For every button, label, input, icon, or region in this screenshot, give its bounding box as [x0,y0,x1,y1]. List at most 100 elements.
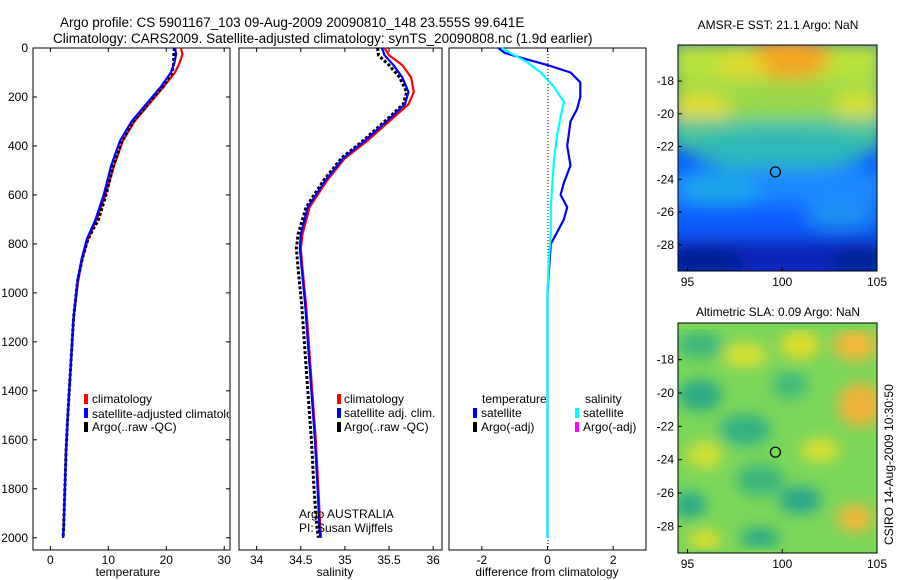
legend-label-temp-argo: Argo(-adj) [481,420,534,434]
y-tick-label: 200 [8,90,28,104]
salinity-axes-box [238,47,443,551]
difference-lines [497,47,582,538]
x-tick-label: 95 [681,557,695,571]
sst-map-field [678,45,877,271]
legend-swatch-sal-argo [575,422,579,432]
legend-swatch-temp-argo [473,422,477,432]
salinity-x-axis: 34 34.5 35 35.5 36 [250,48,440,567]
temperature-lines [61,47,184,538]
y-tick-label: -20 [657,107,675,121]
x-tick-label: 0 [47,553,54,567]
legend-label-sal-argo: Argo(-adj) [583,420,636,434]
sla-map-field [678,329,877,550]
temperature-y-axis: 0 200 400 600 800 1000 1200 1400 1600 1800 2000 [1,41,230,545]
series-line-temperature-satellite [497,47,582,538]
sst-map-title: AMSR-E SST: 21.1 Argo: NaN [698,18,859,32]
legend-label-satellite: satellite-adjusted climatolog [92,407,239,421]
temperature-x-axis: 0 10 20 30 [47,48,231,567]
y-tick-label: -28 [657,519,675,533]
x-tick-label: 10 [102,553,116,567]
series-line-argo-raw-qc [294,47,409,539]
y-tick-label: 1800 [1,482,28,496]
figure-subtitle: Climatology: CARS2009. Satellite-adjuste… [53,31,593,46]
y-tick-label: 1000 [1,286,28,300]
y-tick-label: 1200 [1,335,28,349]
y-tick-label: 1600 [1,433,28,447]
legend-label-satellite-clip: satellite-adjusted climatolog [92,407,239,421]
sla-map-panel: Altimetric SLA: 0.09 Argo: NaN [657,305,888,571]
x-tick-label: 2 [610,553,617,567]
series-line-salinity-satellite [500,47,566,538]
y-tick-label: 400 [8,139,28,153]
temperature-panel: 0 200 400 600 800 1000 1200 1400 1600 1800 2000 0 1… [1,41,239,579]
y-tick-label: 0 [21,41,28,55]
y-tick-label: 1400 [1,384,28,398]
sla-map-y-axis: -18 -20 -22 -24 -26 -28 [657,353,682,533]
salinity-legend: climatology satellite adj. clim. Argo(..… [337,392,435,434]
side-timestamp-label: CSIRO 14-Aug-2009 10:30:50 [882,384,896,545]
y-tick-label: -22 [657,140,675,154]
temperature-legend: climatology satellite-adjusted climatolo… [84,392,239,434]
series-line-argo-raw-qc [61,47,176,538]
x-tick-label: -2 [476,553,487,567]
x-tick-label: 36 [426,553,440,567]
legend-swatch-sal-satellite [575,408,579,418]
x-tick-label: 100 [772,275,792,289]
x-tick-label: 35 [338,553,352,567]
x-tick-label: 34.5 [289,553,313,567]
legend-swatch-satellite [84,408,88,418]
difference-legend: temperature satellite Argo(-adj) salinit… [473,392,636,434]
legend-swatch-temp-satellite [473,408,477,418]
legend-label-temp-satellite: satellite [481,406,522,420]
x-tick-label: 0 [544,553,551,567]
legend-label-climatology: climatology [92,392,152,406]
y-tick-label: -26 [657,205,675,219]
legend-label-sal-satellite: satellite [583,406,624,420]
y-tick-label: -28 [657,238,675,252]
difference-x-axis: -2 0 2 [476,48,617,567]
legend-label-satellite: satellite adj. clim. [344,406,435,420]
legend-swatch-climatology [337,394,341,404]
y-tick-label: -18 [657,74,675,88]
y-tick-label: -22 [657,419,675,433]
x-tick-label: 34 [250,553,264,567]
legend-swatch-argo [84,422,88,432]
temperature-xlabel: temperature [96,565,161,579]
sst-map-x-axis: 95 100 105 [681,267,887,289]
salinity-panel: 34 34.5 35 35.5 36 salinity climatology sate… [238,47,443,579]
series-line-satellite-adj-clim [298,47,410,538]
y-tick-label: 800 [8,237,28,251]
legend-label-argo: Argo(..raw -QC) [344,420,429,434]
x-tick-label: 35.5 [377,553,401,567]
x-tick-label: 100 [772,557,792,571]
salinity-xlabel: salinity [317,565,354,579]
x-tick-label: 20 [160,553,174,567]
y-tick-label: 2000 [1,531,28,545]
legend-swatch-argo [337,422,341,432]
legend-label-argo: Argo(..raw -QC) [92,420,177,434]
sst-map-panel: AMSR-E SST: 21.1 Argo: NaN [657,18,888,289]
series-line-climatology [299,47,415,538]
float-position-marker [769,166,782,178]
y-tick-label: -20 [657,386,675,400]
sla-map-x-axis: 95 100 105 [681,549,887,571]
series-line-satellite-adjusted-climatolog [62,47,178,538]
difference-xlabel: difference from climatology [475,565,618,579]
legend-label-climatology: climatology [344,392,404,406]
legend-swatch-climatology [84,394,88,404]
legend-title-salinity: salinity [585,392,622,406]
argo-pi-label: PI: Susan Wijffels [299,521,393,535]
sla-map-frame [677,322,878,554]
x-tick-label: 105 [867,557,887,571]
sst-map-y-axis: -18 -20 -22 -24 -26 -28 [657,74,682,252]
legend-swatch-satellite [337,408,341,418]
y-tick-label: -26 [657,486,675,500]
x-tick-label: 95 [681,275,695,289]
salinity-lines [294,47,415,539]
x-tick-label: 105 [867,275,887,289]
y-tick-label: -24 [657,172,675,186]
sst-map-frame [677,44,878,272]
sla-map-title: Altimetric SLA: 0.09 Argo: NaN [696,305,860,319]
x-tick-label: 30 [218,553,232,567]
